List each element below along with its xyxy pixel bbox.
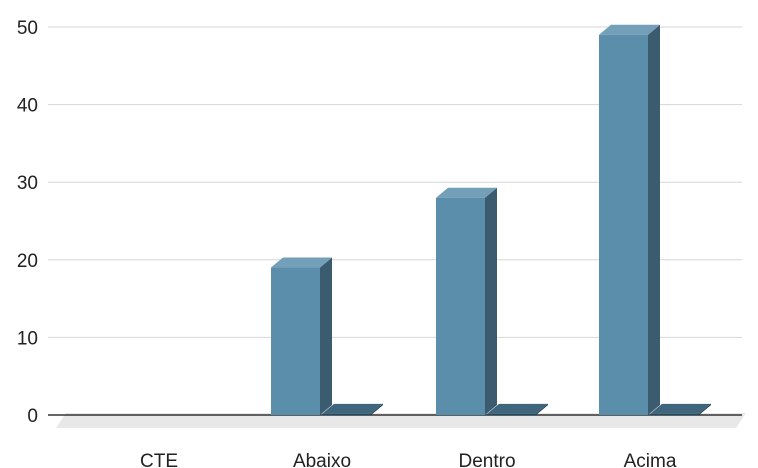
- x-category-label: CTE: [140, 451, 178, 468]
- bar-side-face: [536, 403, 548, 415]
- bar-top-face: [436, 187, 497, 198]
- bars: [271, 24, 711, 415]
- x-category-label: Abaixo: [293, 451, 351, 468]
- bar-series2-dentro: [487, 403, 548, 415]
- bar-series1-dentro: [436, 187, 497, 415]
- y-tick-label: 20: [17, 251, 38, 272]
- x-category-label: Acima: [624, 451, 677, 468]
- bar-front-face: [650, 413, 699, 415]
- bar-top-face: [650, 403, 711, 414]
- bar-front-face: [436, 197, 485, 415]
- y-axis-tick-labels: 0 10 20 30 40 50: [17, 18, 38, 427]
- bar-top-face: [487, 403, 548, 414]
- bar-series1-abaixo: [271, 257, 332, 415]
- bar-side-face: [485, 187, 497, 415]
- x-category-label: Dentro: [458, 451, 515, 468]
- bar-side-face: [320, 257, 332, 415]
- bar-series1-acima: [599, 24, 660, 415]
- bar-front-face: [322, 413, 371, 415]
- y-tick-label: 50: [17, 18, 38, 39]
- bar-series2-abaixo: [322, 403, 383, 415]
- bar-series2-acima: [650, 403, 711, 415]
- bar-top-face: [599, 24, 660, 35]
- bar-side-face: [371, 403, 383, 415]
- y-tick-label: 0: [27, 406, 38, 427]
- y-tick-label: 30: [17, 173, 38, 194]
- bar-side-face: [648, 24, 660, 415]
- bar-front-face: [487, 413, 536, 415]
- bar-side-face: [699, 403, 711, 415]
- floor-plane: [56, 413, 746, 428]
- y-tick-label: 10: [17, 328, 38, 349]
- bar-front-face: [599, 34, 648, 415]
- y-tick-label: 40: [17, 96, 38, 117]
- chart-floor: [56, 413, 746, 428]
- bar-front-face: [271, 267, 320, 415]
- x-axis-category-labels: CTE Abaixo Dentro Acima: [140, 451, 677, 468]
- bar-top-face: [271, 257, 332, 268]
- bar-top-face: [322, 403, 383, 414]
